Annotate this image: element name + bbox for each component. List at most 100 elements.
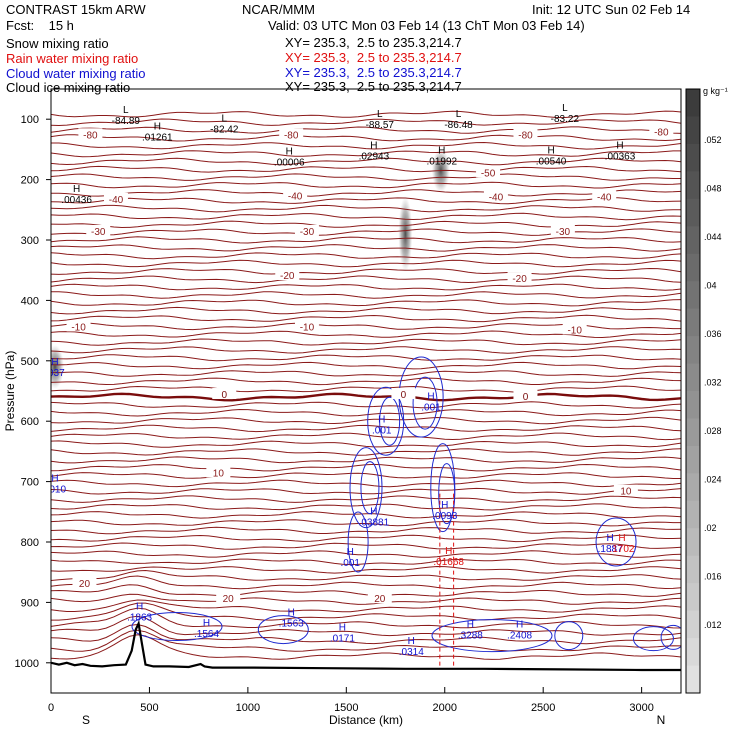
isotherm-line <box>51 118 681 127</box>
snow-extremum-value: -82.42 <box>210 124 239 135</box>
isotherm-line <box>51 141 681 150</box>
model-name: CONTRAST 15km ARW <box>6 2 146 17</box>
isotherm-line <box>51 330 681 339</box>
cloud-extremum-marker: H <box>370 507 377 518</box>
snow-extremum-value: -83.22 <box>551 114 580 125</box>
colorbar-tick-label: .012 <box>704 620 722 630</box>
colorbar-swatch <box>686 336 700 365</box>
isotherm-line <box>51 599 681 613</box>
snow-shading <box>398 195 413 272</box>
legend-cloud-water-xy: XY= 235.3, 2.5 to 235.3,214.7 <box>285 65 462 80</box>
isotherm-label: -20 <box>280 271 295 282</box>
colorbar-frame <box>685 88 701 694</box>
y-tick-label: 300 <box>21 235 39 247</box>
colorbar-tick-label: .032 <box>704 378 722 388</box>
isotherm-line <box>51 424 681 433</box>
cloud-extremum-value: .1863 <box>127 613 152 624</box>
legend-rain-name: Rain water mixing ratio <box>6 51 139 66</box>
snow-extremum-marker: H <box>370 141 377 152</box>
isotherm-line <box>51 306 681 315</box>
isotherm-line <box>51 472 681 479</box>
x-end-left: S <box>82 713 90 727</box>
isotherm-line <box>51 526 681 535</box>
rain-extremum-marker: H <box>445 546 452 557</box>
colorbar-swatch <box>686 610 700 639</box>
snow-extremum-marker: L <box>377 109 383 120</box>
snow-extremum-value: .00540 <box>536 156 567 167</box>
colorbar-swatch <box>686 500 700 529</box>
y-tick-label: 700 <box>21 477 39 489</box>
isotherm-line <box>51 558 681 566</box>
x-tick-label: 2500 <box>531 702 555 714</box>
isotherm-line <box>51 623 681 645</box>
isotherm-line <box>51 615 681 637</box>
y-tick-label: 200 <box>21 175 39 187</box>
isotherm-label: -40 <box>109 195 124 206</box>
isotherm-line <box>51 157 681 166</box>
isotherm-label: -50 <box>481 168 496 179</box>
snow-shading <box>51 344 64 389</box>
colorbar-tick-label: .052 <box>704 135 722 145</box>
colorbar-swatch <box>686 281 700 310</box>
isotherm-line <box>51 165 681 173</box>
isotherm-line <box>51 354 681 362</box>
isotherm-label: -40 <box>489 193 504 204</box>
valid-time: Valid: 03 UTC Mon 03 Feb 14 (13 ChT Mon … <box>268 18 585 33</box>
x-tick-label: 1000 <box>236 702 260 714</box>
isotherm-line <box>51 432 681 441</box>
snow-extremum-marker: H <box>73 184 80 195</box>
isotherm-line <box>51 385 681 393</box>
x-tick-label: 1500 <box>334 702 358 714</box>
isotherm-line <box>51 463 681 472</box>
isotherm-label: 10 <box>213 469 225 480</box>
isotherm-line <box>51 495 681 503</box>
x-axis-title: Distance (km) <box>329 713 403 727</box>
isotherm-line <box>51 338 681 346</box>
cloud-water-contour <box>379 396 401 446</box>
colorbar-swatch <box>686 638 700 667</box>
isotherm-line <box>51 487 681 495</box>
colorbar-tick-label: .016 <box>704 572 722 582</box>
colorbar-swatch <box>686 253 700 282</box>
snow-extremum-value: .02943 <box>359 152 390 163</box>
cloud-extremum-value: .1564 <box>194 629 219 640</box>
isotherm-line <box>51 314 681 323</box>
isotherm-line <box>51 244 681 252</box>
y-tick-label: 400 <box>21 295 39 307</box>
cloud-extremum-value: .3288 <box>458 631 483 642</box>
snow-extremum-value: .00436 <box>61 195 92 206</box>
isotherm-label: -80 <box>518 130 533 141</box>
cloud-water-contour <box>554 621 584 651</box>
isotherm-line <box>51 534 681 543</box>
isotherm-label: 20 <box>79 579 91 590</box>
cloud-extremum-value: .0314 <box>399 647 424 658</box>
colorbar-swatch <box>686 198 700 227</box>
isotherm-line <box>51 448 681 456</box>
colorbar-swatch <box>686 583 700 612</box>
isotherm-line <box>51 377 681 386</box>
y-tick-label: 900 <box>21 597 39 609</box>
isotherm-line <box>51 440 681 448</box>
cloud-water-contour <box>347 511 369 573</box>
cloud-water-contour <box>431 619 553 653</box>
terrain-line <box>51 619 681 672</box>
legend-snow-name: Snow mixing ratio <box>6 36 109 51</box>
y-tick-label: 600 <box>21 416 39 428</box>
x-end-right: N <box>657 713 666 727</box>
legend-cloud-ice-name: Cloud ice mixing ratio <box>6 80 131 95</box>
isotherm-line <box>51 220 681 229</box>
x-tick-label: 0 <box>48 702 54 714</box>
isotherm-label: -30 <box>91 227 106 238</box>
colorbar-swatch <box>686 418 700 447</box>
cloud-extremum-value: .001 <box>341 558 361 569</box>
colorbar-tick-label: .04 <box>704 281 717 291</box>
colorbar-tick-label: .028 <box>704 426 722 436</box>
snow-extremum-value: .00006 <box>274 158 305 169</box>
isotherm-line <box>51 584 681 597</box>
legend-cloud-water-name: Cloud water mixing ratio <box>6 66 146 81</box>
cloud-extremum-value: .001 <box>372 425 392 436</box>
isotherm-line <box>51 361 681 370</box>
isotherm-line <box>51 542 681 550</box>
colorbar-swatch <box>686 445 700 474</box>
